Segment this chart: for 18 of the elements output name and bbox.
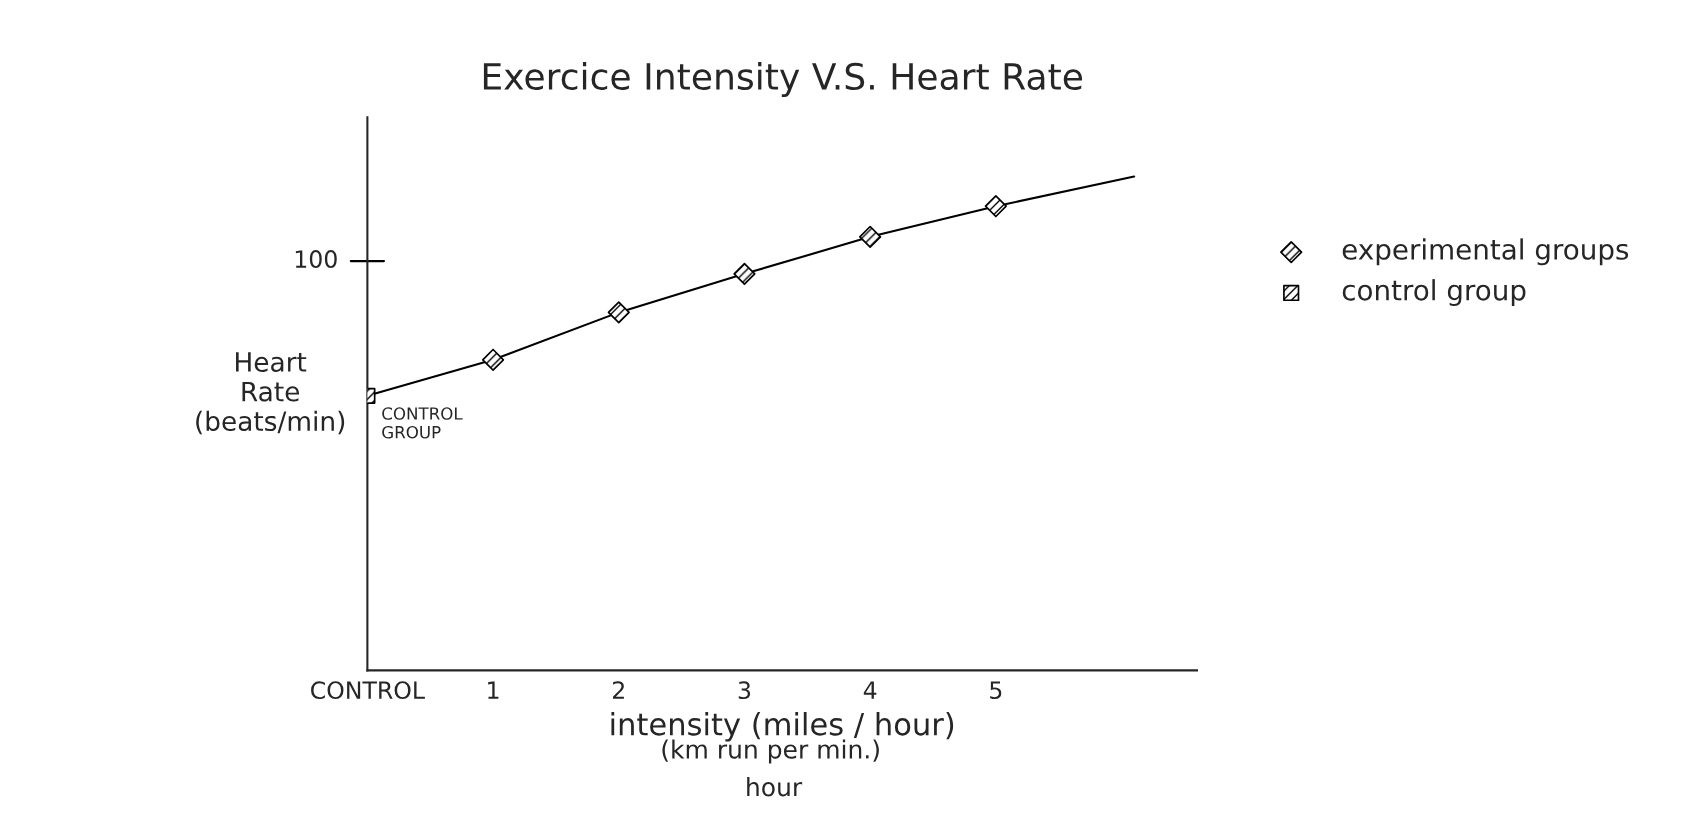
- x-tick-label: 5: [990, 681, 1002, 700]
- point: [984, 195, 1007, 218]
- x-tick-label: CONTROL: [311, 681, 425, 700]
- point: [859, 225, 882, 248]
- x-tick-label: 2: [612, 681, 624, 699]
- x-tick-label: 4: [863, 681, 877, 699]
- legend-label: control group: [1342, 279, 1526, 307]
- text: 100: [295, 250, 337, 268]
- point: [733, 262, 756, 285]
- point: [607, 301, 630, 324]
- text: hour: [747, 777, 803, 797]
- point: [481, 348, 505, 371]
- annotation: CONTROL GROUP: [382, 407, 463, 439]
- legend-label: experimental groups: [1342, 238, 1629, 266]
- x-tick-label: 3: [738, 681, 751, 700]
- chart-title: Exercice Intensity V.S. Heart Rate: [483, 62, 1083, 98]
- y-axis-title: Heart Rate (beats/min): [196, 352, 345, 435]
- x-tick-label: 1: [488, 681, 499, 699]
